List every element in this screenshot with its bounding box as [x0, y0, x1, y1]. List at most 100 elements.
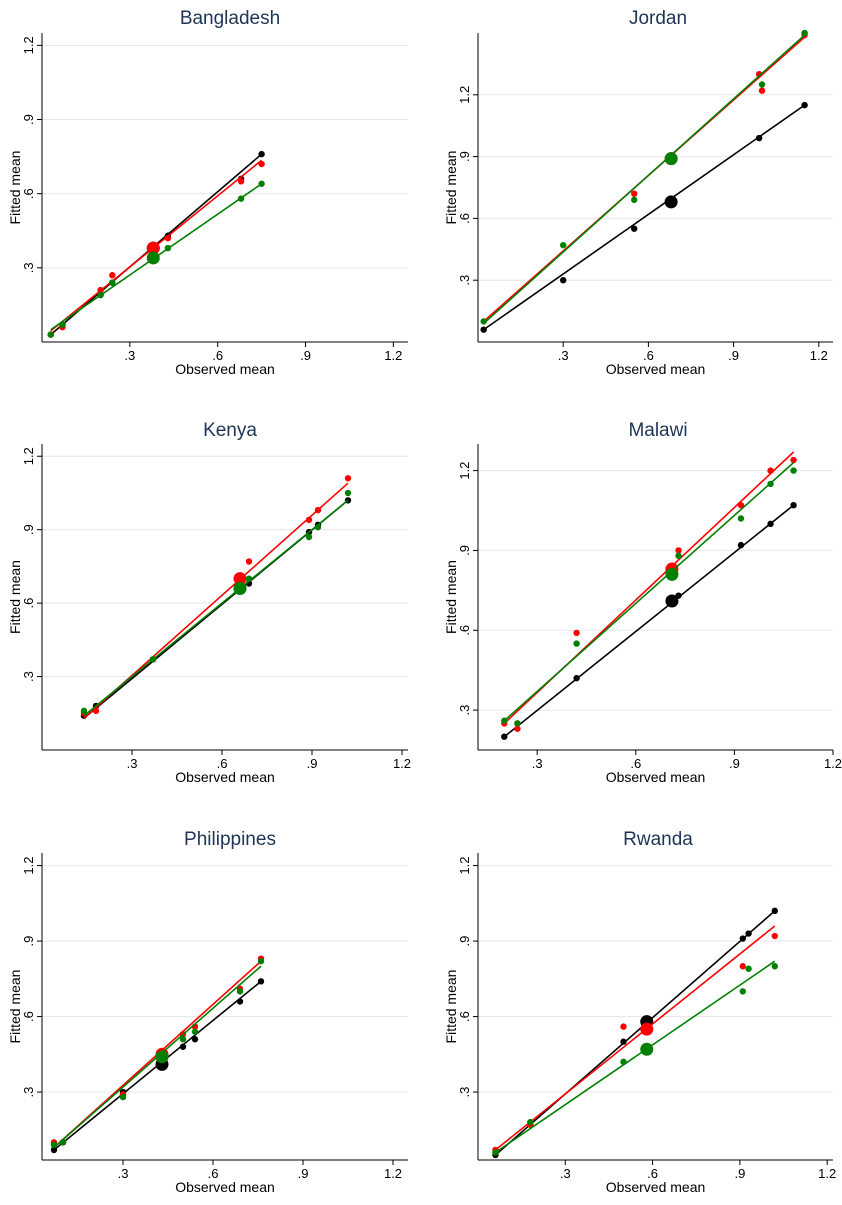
y-tick-label: .6 [21, 1011, 36, 1022]
data-point [92, 707, 100, 715]
data-point [560, 241, 567, 249]
data-point [755, 71, 763, 78]
data-point [237, 195, 245, 202]
chart-title: Bangladesh [180, 8, 280, 29]
mean-point [146, 241, 160, 255]
x-tick-label: .6 [643, 348, 654, 363]
data-point [620, 1058, 627, 1066]
fit-line [495, 960, 776, 1154]
x-tick-label: .9 [728, 348, 739, 363]
data-point [790, 467, 797, 474]
data-point [179, 1043, 187, 1050]
y-tick-label: .3 [21, 671, 36, 682]
chart-title: Philippines [184, 829, 276, 850]
data-point [258, 150, 265, 158]
data-point [771, 932, 779, 940]
data-point [737, 515, 745, 522]
data-point [620, 1038, 627, 1045]
data-point [801, 29, 808, 37]
x-tick-label: .9 [729, 756, 740, 771]
series-2 [501, 462, 797, 727]
series-2 [480, 29, 808, 325]
y-tick-label: .3 [457, 705, 472, 716]
mean-point [664, 195, 678, 209]
y-tick-label: 1.2 [21, 36, 36, 54]
data-point [758, 81, 766, 88]
y-tick-label: .6 [21, 598, 36, 609]
x-tick-label: 1.2 [810, 348, 828, 363]
mean-point [665, 594, 679, 608]
data-point [164, 244, 172, 252]
data-point [191, 1036, 199, 1043]
data-point [737, 502, 745, 509]
x-tick-label: .3 [560, 1166, 571, 1181]
fit-line [503, 462, 795, 722]
x-axis-label: Observed mean [175, 1179, 275, 1195]
chart-panel-5: Rwanda .3 .6 .9 1.2 .3 .6 .9 1.2 Observed mean Fit… [443, 829, 836, 1195]
data-point [305, 516, 313, 524]
series-2 [47, 180, 265, 338]
data-point [573, 629, 580, 637]
data-point [59, 1139, 67, 1146]
x-tick-label: .3 [127, 756, 138, 771]
y-tick-label: .3 [21, 262, 36, 273]
data-point [258, 160, 265, 168]
chart-panel-0: Bangladesh .3 .6 .9 1.2 .3 .6 .9 1.2 Observed mea… [7, 8, 408, 377]
data-point [631, 196, 638, 204]
data-point [675, 552, 682, 559]
y-tick-label: .9 [457, 151, 472, 162]
data-point [527, 1119, 534, 1126]
y-axis-label: Fitted mean [7, 970, 23, 1044]
fit-line [483, 34, 806, 325]
mean-point [155, 1050, 169, 1064]
chart-title: Malawi [628, 420, 687, 441]
series-2 [80, 489, 352, 717]
y-tick-label: .9 [457, 545, 472, 556]
fit-line [503, 504, 795, 738]
x-tick-label: .9 [298, 1166, 309, 1181]
chart-panel-3: Malawi .3 .6 .9 1.2 .3 .6 .9 1.2 Observed mean Fit… [443, 420, 842, 785]
y-tick-label: .6 [457, 625, 472, 636]
y-tick-label: .9 [21, 524, 36, 535]
series-0 [480, 101, 808, 333]
data-point [560, 277, 567, 284]
chart-title: Rwanda [623, 829, 693, 850]
x-tick-label: .6 [647, 1166, 658, 1181]
data-point [501, 733, 508, 740]
series-0 [50, 978, 265, 1154]
data-point [492, 1149, 499, 1156]
data-point [739, 963, 746, 970]
data-point [745, 965, 752, 972]
mean-point [665, 567, 679, 581]
y-tick-label: 1.2 [457, 462, 472, 480]
series-2 [492, 960, 779, 1156]
data-point [164, 234, 172, 242]
data-point [236, 998, 244, 1005]
data-point [758, 87, 766, 94]
y-axis-label: Fitted mean [443, 970, 459, 1044]
fit-line [494, 925, 776, 1151]
fit-line [483, 104, 806, 331]
chart-panel-4: Philippines .3 .6 .9 1.2 .3 .6 .9 1.2 Observed me… [7, 829, 408, 1195]
data-point [97, 291, 104, 299]
x-tick-label: 1.2 [393, 756, 411, 771]
data-point [739, 935, 746, 942]
x-tick-label: 1.2 [384, 348, 402, 363]
data-point [631, 225, 638, 232]
x-tick-label: .9 [734, 1166, 745, 1181]
data-point [109, 272, 116, 279]
y-tick-label: .3 [457, 275, 472, 286]
x-tick-label: .9 [307, 756, 318, 771]
data-point [50, 1141, 58, 1149]
data-point [755, 134, 763, 142]
data-point [119, 1093, 127, 1101]
y-tick-label: .9 [21, 936, 36, 947]
y-tick-label: 1.2 [21, 857, 36, 875]
data-point [245, 558, 253, 565]
x-tick-label: 1.2 [824, 756, 842, 771]
y-axis-label: Fitted mean [443, 560, 459, 634]
chart-panel-1: Jordan .3 .6 .9 1.2 .3 .6 .9 1.2 Observed mean Fit… [443, 8, 833, 377]
data-point [344, 475, 352, 482]
chart-panel-2: Kenya .3 .6 .9 1.2 .3 .6 .9 1.2 Observed mean Fitt… [7, 420, 411, 785]
data-point [771, 963, 779, 970]
